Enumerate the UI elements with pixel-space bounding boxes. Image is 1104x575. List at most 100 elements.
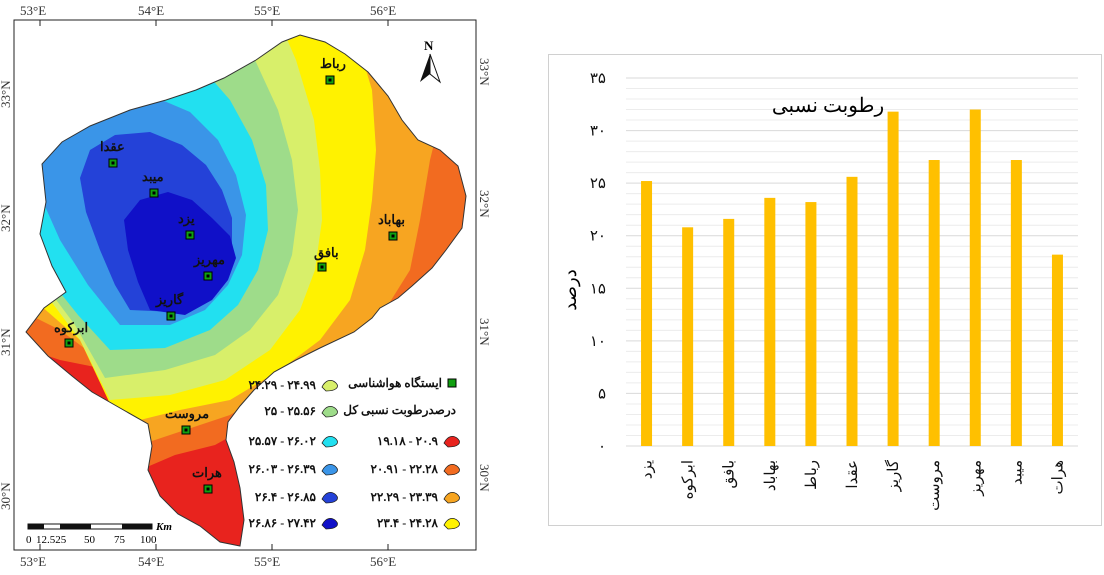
x-tick-label: یزد (640, 460, 656, 479)
station-label: هرات (192, 465, 222, 481)
humidity-bar-chart: ۰ ۵ ۱۰ ۱۵ ۲۰ ۲۵ ۳۰ ۳۵ یزد ابرکوه بافق بهاباد رباط عق… (548, 54, 1102, 526)
lat-label: 30°N (0, 482, 13, 510)
lat-label: 30°N (477, 464, 492, 492)
legend-range: ۱۹.۱۸ - ۲۰.۹ (377, 434, 439, 448)
bar (641, 181, 653, 446)
x-tick-label: مروست (927, 460, 943, 511)
x-tick-label: رباط (804, 460, 820, 490)
scale-unit: Km (155, 521, 172, 533)
station-label: گاریز (155, 291, 184, 308)
legend-class: ۲۰.۹۱ - ۲۲.۲۸ (370, 462, 460, 476)
legend-swatch-icon (321, 405, 338, 418)
legend-swatch-icon (321, 517, 338, 530)
latitude-labels: 33°N 32°N 31°N 30°N 33°N 32°N 31°N 30°N (0, 58, 492, 510)
x-tick-label: میبد (1009, 460, 1025, 485)
bar (682, 227, 694, 446)
legend-swatch-icon (321, 435, 338, 448)
weather-stations: رباط عقدا میبد بهاباد یزد بافق مهریز گاریز ابرکو… (54, 56, 405, 494)
legend-range: ۲۰.۹۱ - ۲۲.۲۸ (370, 462, 438, 476)
bar (969, 109, 981, 447)
station-1: عقدا (100, 139, 125, 168)
y-tick-label: ۳۵ (590, 71, 606, 87)
legend-class: ۲۴.۲۹ - ۲۴.۹۹ (248, 378, 338, 392)
station-10: هرات (192, 465, 222, 494)
x-tick-label: گاریز (884, 459, 902, 492)
station-label: میبد (142, 169, 164, 184)
legend-title: درصدرطوبت نسبی کل (343, 403, 456, 418)
legend-class: ۲۶.۰۳ - ۲۶.۳۹ (248, 462, 338, 476)
lat-label: 31°N (0, 328, 13, 356)
scale-bar: Km 0 12.525 50 75 100 (26, 521, 172, 546)
y-tick-label: ۱۰ (590, 334, 606, 350)
bar (723, 218, 735, 446)
y-tick-label: ۲۵ (590, 176, 606, 192)
legend-swatch-icon (443, 517, 460, 530)
bar (887, 111, 899, 446)
legend-swatch-icon (443, 463, 460, 476)
legend-range: ۲۳.۴ - ۲۴.۲۸ (377, 516, 439, 530)
y-tick-label: ۱۵ (590, 281, 606, 297)
legend-range: ۲۲.۲۹ - ۲۳.۳۹ (370, 490, 438, 504)
bar (764, 197, 776, 446)
station-label: بافق (314, 245, 339, 261)
bar (805, 202, 817, 446)
scale-label: 12.525 (36, 534, 67, 546)
lon-label: 53°E (20, 3, 46, 18)
lon-label: 56°E (370, 3, 396, 18)
scale-label: 50 (84, 534, 96, 546)
lon-label: 54°E (138, 554, 164, 569)
legend-swatch-icon (321, 491, 338, 504)
legend-range: ۲۴.۲۹ - ۲۴.۹۹ (248, 378, 316, 392)
legend-station: ایستگاه هواشناسی (348, 375, 457, 391)
lat-label: 33°N (0, 80, 13, 108)
station-label: مهریز (193, 252, 225, 268)
legend-class: ۲۳.۴ - ۲۴.۲۸ (377, 516, 460, 530)
y-tick-label: ۳۰ (590, 124, 606, 140)
lat-label: 32°N (0, 204, 13, 232)
legend-range: ۲۶.۸۶ - ۲۷.۴۲ (248, 516, 316, 530)
station-label: یزد (178, 211, 195, 227)
lon-label: 55°E (254, 554, 280, 569)
bar (928, 160, 940, 447)
longitude-labels: 53°E 54°E 55°E 56°E 53°E 54°E 55°E 56°E (20, 3, 396, 569)
legend-range: ۲۵.۵۷ - ۲۶.۰۲ (248, 434, 316, 448)
legend-class: ۲۵.۵۷ - ۲۶.۰۲ (248, 434, 338, 448)
legend-class: ۲۶.۴ - ۲۶.۸۵ (255, 490, 338, 504)
x-tick-label: بهاباد (763, 460, 779, 491)
map-legend: ایستگاه هواشناسی درصدرطوبت نسبی کل ۲۴.۲۹ -… (248, 375, 460, 530)
scale-label: 75 (114, 534, 126, 546)
lon-label: 56°E (370, 554, 396, 569)
lat-label: 32°N (477, 190, 492, 218)
bar (1051, 254, 1063, 446)
legend-range: ۲۶.۰۳ - ۲۶.۳۹ (248, 462, 316, 476)
station-label: بهاباد (378, 212, 405, 228)
legend-range: ۲۵ - ۲۵.۵۶ (264, 404, 316, 418)
bar (846, 176, 858, 446)
lat-label: 33°N (477, 58, 492, 86)
legend-swatch-icon (321, 379, 338, 392)
scale-label: 100 (140, 534, 157, 546)
station-8: ابرکوه (54, 320, 88, 348)
station-9: مروست (165, 406, 209, 435)
scale-label: 0 (26, 534, 32, 546)
station-5: بافق (314, 245, 339, 272)
legend-swatch-icon (321, 463, 338, 476)
station-label: عقدا (100, 139, 125, 154)
y-axis-label: درصد (560, 269, 581, 310)
station-label: ابرکوه (54, 320, 88, 336)
y-tick-label: ۵ (598, 386, 606, 402)
legend-class: ۲۵ - ۲۵.۵۶ (264, 404, 338, 418)
station-2: میبد (142, 169, 164, 198)
x-tick-label: مهریز (968, 460, 984, 497)
legend-range: ۲۶.۴ - ۲۶.۸۵ (255, 490, 317, 504)
north-arrow-icon: N (420, 38, 442, 84)
chart-title: رطوبت نسبی (772, 95, 884, 117)
legend-swatch-icon (443, 491, 460, 504)
y-tick-label: ۲۰ (590, 229, 606, 245)
x-tick-label: هرات (1050, 460, 1066, 495)
station-3: بهاباد (378, 212, 405, 241)
north-label: N (424, 38, 434, 53)
legend-station-label: ایستگاه هواشناسی (348, 375, 442, 391)
station-6: مهریز (193, 252, 225, 281)
station-label: مروست (165, 406, 209, 422)
